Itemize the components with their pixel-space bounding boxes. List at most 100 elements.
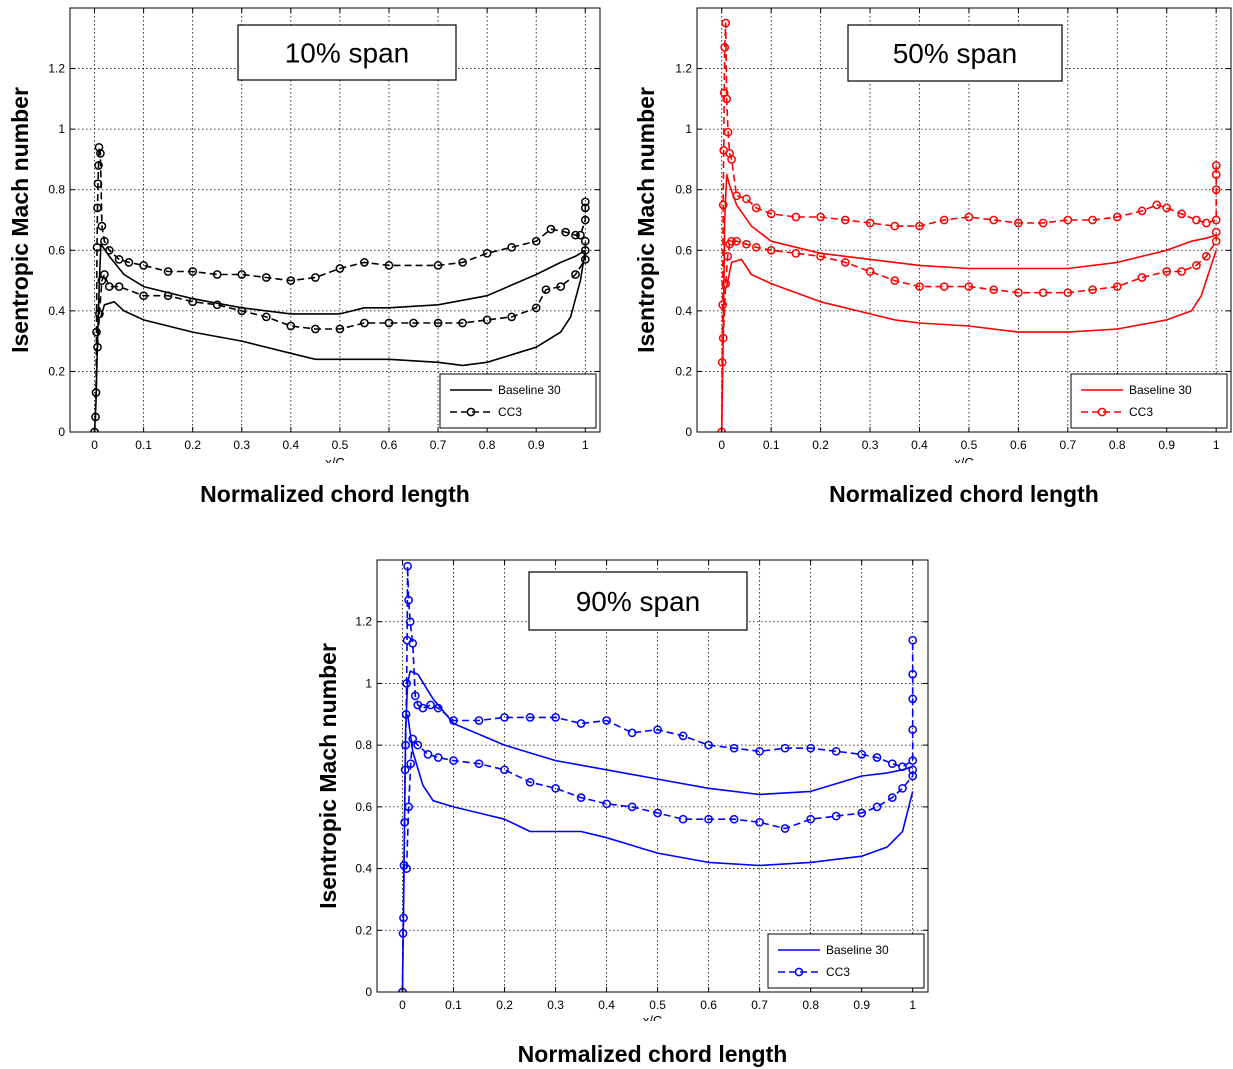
data-point-cc3	[531, 236, 541, 246]
legend-marker-swatch	[466, 407, 476, 417]
data-point-cc3	[92, 242, 102, 252]
data-point-cc3	[722, 94, 732, 104]
data-point-cc3	[939, 282, 949, 291]
data-point-cc3	[723, 127, 733, 137]
data-point-cc3	[580, 245, 590, 255]
legend-label: Baseline 30	[826, 943, 889, 957]
data-point-cc3	[93, 342, 102, 352]
data-point-cc3	[721, 279, 731, 288]
y-tick-label: 0.6	[675, 243, 692, 257]
data-point-cc3	[653, 808, 662, 818]
chart-title: 90% span	[576, 586, 701, 617]
data-point-cc3	[1211, 227, 1221, 237]
data-point-cc3	[408, 638, 418, 648]
x-tick-label: 0	[91, 438, 98, 452]
data-point-cc3	[653, 725, 662, 735]
data-point-cc3	[311, 324, 320, 334]
axes-frame	[696, 7, 1232, 433]
y-tick-label: 1	[365, 676, 372, 690]
data-point-cc3	[898, 783, 907, 793]
data-point-cc3	[104, 282, 114, 291]
series-line-cc3	[720, 22, 1217, 432]
data-point-cc3	[1162, 203, 1172, 213]
data-point-cc3	[402, 864, 411, 873]
data-point-cc3	[727, 236, 736, 246]
x-tick-label: 0.8	[479, 438, 496, 452]
data-point-cc3	[816, 212, 825, 222]
data-point-cc3	[729, 743, 739, 753]
data-point-cc3	[718, 200, 728, 210]
data-point-cc3	[865, 218, 875, 228]
y-tick-label: 0.4	[675, 304, 692, 318]
data-point-cc3	[401, 740, 410, 750]
x-tick-label: 0	[399, 998, 406, 1012]
data-point-cc3	[727, 155, 736, 164]
x-tick-label: 1	[582, 438, 589, 452]
data-point-cc3	[1038, 288, 1048, 298]
data-point-cc3	[561, 227, 570, 237]
data-point-cc3	[311, 273, 320, 282]
data-point-cc3	[780, 743, 790, 753]
data-point-cc3	[449, 716, 458, 725]
data-point-cc3	[482, 248, 492, 258]
plot-area	[377, 560, 928, 992]
legend-box	[767, 933, 925, 989]
x-tick-label: 0.9	[528, 438, 545, 452]
x-tick-label: 0.6	[1010, 438, 1027, 452]
data-point-cc3	[732, 236, 741, 246]
x-axis-label: Normalized chord length	[200, 481, 470, 507]
data-point-cc3	[1211, 161, 1221, 170]
data-point-cc3	[890, 221, 900, 231]
legend-box	[1070, 373, 1228, 429]
data-point-cc3	[163, 267, 173, 276]
y-axis-label: Isentropic Mach number	[315, 643, 341, 909]
x-tick-label: 0.9	[1158, 438, 1175, 452]
x-tick-label: 0.2	[184, 438, 201, 452]
data-point-cc3	[580, 236, 590, 246]
y-tick-label: 0.6	[48, 243, 65, 257]
data-point-cc3	[404, 595, 413, 605]
data-point-cc3	[1063, 288, 1073, 298]
data-point-cc3	[872, 753, 882, 762]
data-point-cc3	[261, 312, 271, 322]
data-point-cc3	[627, 802, 637, 812]
data-point-cc3	[908, 694, 918, 704]
title-box	[237, 24, 457, 81]
x-tick-label: 0.8	[802, 998, 819, 1012]
data-point-cc3	[602, 716, 611, 725]
x-tick-label: 0.2	[812, 438, 829, 452]
data-point-cc3	[286, 276, 296, 285]
data-point-cc3	[1211, 236, 1221, 246]
data-point-cc3	[433, 703, 443, 713]
chart-title: 10% span	[285, 38, 410, 69]
data-point-cc3	[806, 814, 816, 824]
chart-panel-2: 0 0.1 0.2 0.3 0.4 0.5 0.6 0.7 0.8 0.9 1 0 0.2 0.4 0.6 0…	[633, 7, 1232, 507]
data-point-cc3	[964, 282, 974, 291]
x-tick-label: 0.1	[135, 438, 152, 452]
title-box	[528, 571, 748, 631]
y-tick-label: 1	[685, 122, 692, 136]
legend-label: CC3	[1129, 405, 1153, 419]
data-point-cc3	[551, 783, 560, 793]
data-point-cc3	[474, 759, 484, 769]
data-point-cc3	[418, 703, 428, 713]
y-tick-label: 1	[58, 122, 65, 136]
data-point-cc3	[458, 318, 467, 328]
series-line-baseline-30	[100, 250, 587, 367]
data-point-cc3	[525, 713, 535, 722]
data-point-cc3	[755, 817, 764, 827]
data-point-cc3	[261, 273, 271, 282]
data-series-group	[90, 142, 590, 432]
data-point-cc3	[541, 285, 551, 295]
data-point-cc3	[857, 808, 867, 818]
data-point-cc3	[92, 327, 101, 337]
data-point-cc3	[449, 756, 458, 765]
data-point-cc3	[507, 312, 517, 322]
data-point-cc3	[93, 203, 102, 213]
data-point-cc3	[742, 194, 751, 204]
title-box	[847, 24, 1063, 82]
y-tick-label: 0.6	[355, 800, 372, 814]
x-tick-label: 0.4	[598, 998, 615, 1012]
x-tick-label: 0.3	[547, 998, 564, 1012]
